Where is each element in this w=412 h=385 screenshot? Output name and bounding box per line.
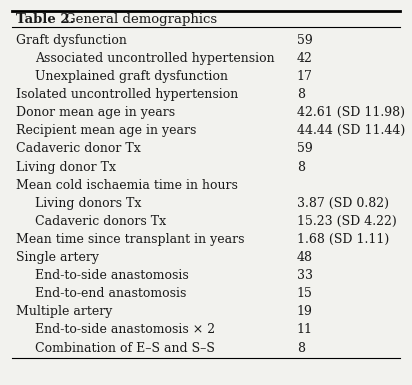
Text: 59: 59 [297, 142, 312, 156]
Text: 33: 33 [297, 269, 313, 282]
Text: 19: 19 [297, 305, 313, 318]
Text: 1.68 (SD 1.11): 1.68 (SD 1.11) [297, 233, 389, 246]
Text: Associated uncontrolled hypertension: Associated uncontrolled hypertension [35, 52, 275, 65]
Text: General demographics: General demographics [65, 13, 217, 26]
Text: Recipient mean age in years: Recipient mean age in years [16, 124, 197, 137]
Text: Mean cold ischaemia time in hours: Mean cold ischaemia time in hours [16, 179, 239, 192]
Text: Graft dysfunction: Graft dysfunction [16, 34, 127, 47]
Text: Donor mean age in years: Donor mean age in years [16, 106, 176, 119]
Text: Cadaveric donor Tx: Cadaveric donor Tx [16, 142, 141, 156]
Text: 3.87 (SD 0.82): 3.87 (SD 0.82) [297, 197, 389, 210]
Text: 15: 15 [297, 287, 313, 300]
Text: Cadaveric donors Tx: Cadaveric donors Tx [35, 215, 166, 228]
Text: End-to-end anastomosis: End-to-end anastomosis [35, 287, 186, 300]
Text: 8: 8 [297, 341, 304, 355]
Text: 44.44 (SD 11.44): 44.44 (SD 11.44) [297, 124, 405, 137]
Text: 59: 59 [297, 34, 312, 47]
Text: 48: 48 [297, 251, 313, 264]
Text: Mean time since transplant in years: Mean time since transplant in years [16, 233, 245, 246]
Text: End-to-side anastomosis × 2: End-to-side anastomosis × 2 [35, 323, 215, 336]
Text: 8: 8 [297, 161, 304, 174]
Text: Living donor Tx: Living donor Tx [16, 161, 117, 174]
Text: 11: 11 [297, 323, 313, 336]
Text: 8: 8 [297, 88, 304, 101]
Text: Combination of E–S and S–S: Combination of E–S and S–S [35, 341, 215, 355]
Text: Single artery: Single artery [16, 251, 99, 264]
Text: 42: 42 [297, 52, 313, 65]
Text: 17: 17 [297, 70, 313, 83]
Text: 15.23 (SD 4.22): 15.23 (SD 4.22) [297, 215, 396, 228]
Text: Multiple artery: Multiple artery [16, 305, 113, 318]
Text: Table 2.: Table 2. [16, 13, 75, 26]
Text: Unexplained graft dysfunction: Unexplained graft dysfunction [35, 70, 228, 83]
Text: 42.61 (SD 11.98): 42.61 (SD 11.98) [297, 106, 405, 119]
Text: End-to-side anastomosis: End-to-side anastomosis [35, 269, 189, 282]
Text: Living donors Tx: Living donors Tx [35, 197, 141, 210]
Text: Isolated uncontrolled hypertension: Isolated uncontrolled hypertension [16, 88, 239, 101]
